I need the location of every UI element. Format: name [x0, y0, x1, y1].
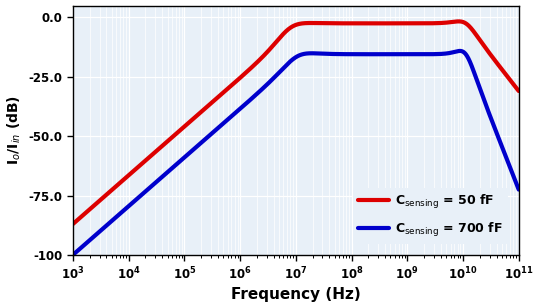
C$_{\mathrm{sensing}}$ = 50 fF: [70, 222, 76, 226]
C$_{\mathrm{sensing}}$ = 700 fF: [260, 86, 266, 90]
C$_{\mathrm{sensing}}$ = 700 fF: [70, 253, 76, 257]
C$_{\mathrm{sensing}}$ = 700 fF: [240, 103, 247, 107]
C$_{\mathrm{sensing}}$ = 50 fF: [507, 78, 513, 82]
C$_{\mathrm{sensing}}$ = 700 fF: [515, 188, 522, 191]
C$_{\mathrm{sensing}}$ = 700 fF: [507, 166, 513, 169]
C$_{\mathrm{sensing}}$ = 50 fF: [455, 19, 462, 23]
C$_{\mathrm{sensing}}$ = 700 fF: [121, 209, 127, 212]
C$_{\mathrm{sensing}}$ = 50 fF: [459, 20, 465, 24]
C$_{\mathrm{sensing}}$ = 700 fF: [147, 185, 154, 189]
Line: C$_{\mathrm{sensing}}$ = 700 fF: C$_{\mathrm{sensing}}$ = 700 fF: [73, 51, 519, 255]
Line: C$_{\mathrm{sensing}}$ = 50 fF: C$_{\mathrm{sensing}}$ = 50 fF: [73, 21, 519, 224]
Legend: C$_{\mathrm{sensing}}$ = 50 fF, C$_{\mathrm{sensing}}$ = 700 fF: C$_{\mathrm{sensing}}$ = 50 fF, C$_{\mat…: [353, 188, 508, 244]
C$_{\mathrm{sensing}}$ = 700 fF: [459, 50, 465, 53]
Y-axis label: I$_o$/I$_{in}$ (dB): I$_o$/I$_{in}$ (dB): [5, 95, 23, 165]
X-axis label: Frequency (Hz): Frequency (Hz): [231, 287, 361, 302]
C$_{\mathrm{sensing}}$ = 50 fF: [147, 155, 154, 158]
C$_{\mathrm{sensing}}$ = 50 fF: [515, 89, 522, 93]
C$_{\mathrm{sensing}}$ = 700 fF: [457, 49, 463, 53]
C$_{\mathrm{sensing}}$ = 50 fF: [240, 73, 247, 76]
C$_{\mathrm{sensing}}$ = 50 fF: [260, 55, 266, 58]
C$_{\mathrm{sensing}}$ = 50 fF: [121, 178, 127, 181]
